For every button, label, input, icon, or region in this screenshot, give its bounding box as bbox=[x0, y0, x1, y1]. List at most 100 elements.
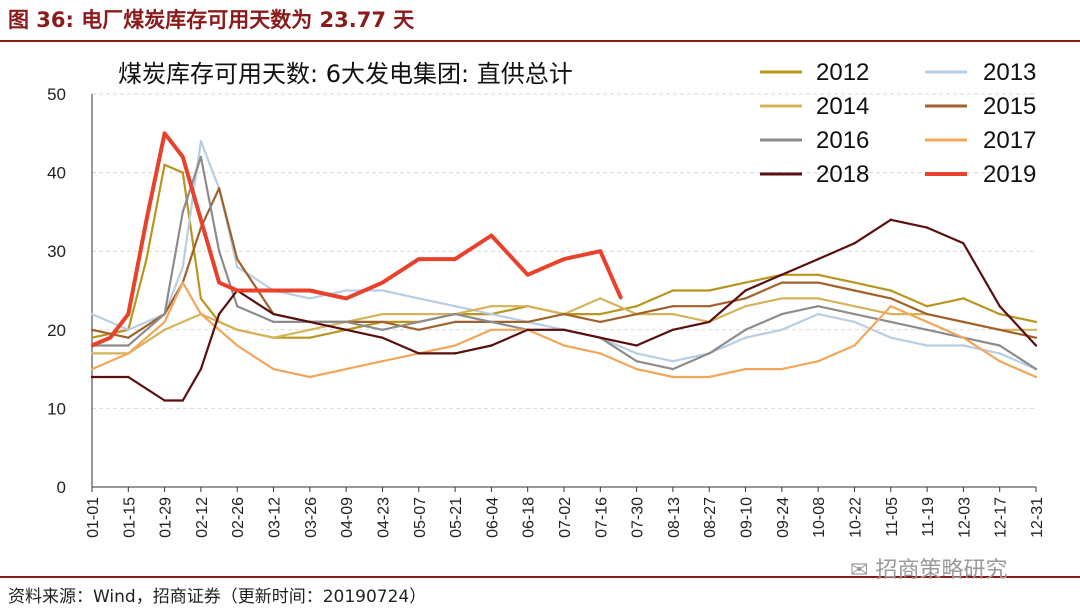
data-point-2013 bbox=[308, 297, 312, 300]
data-point-2012 bbox=[90, 336, 94, 339]
data-point-2018 bbox=[490, 344, 493, 347]
data-point-2015 bbox=[998, 328, 1001, 331]
x-tick-label: 02-26 bbox=[230, 497, 247, 538]
data-point-2016 bbox=[236, 305, 239, 308]
x-tick-label: 08-27 bbox=[702, 497, 719, 538]
legend-label-2017: 2017 bbox=[983, 127, 1036, 154]
figure-title: 图 36: 电厂煤炭库存可用天数为 23.77 天 bbox=[8, 8, 415, 32]
data-point-2013 bbox=[181, 265, 184, 269]
data-point-2017 bbox=[599, 352, 602, 355]
data-point-2012 bbox=[962, 297, 965, 300]
data-point-2015 bbox=[962, 320, 965, 324]
data-point-2014 bbox=[381, 312, 384, 316]
data-point-2019 bbox=[217, 281, 221, 284]
x-tick-label: 09-10 bbox=[739, 497, 756, 538]
data-point-2019 bbox=[272, 289, 275, 292]
data-point-2016 bbox=[889, 320, 892, 324]
data-point-2019 bbox=[181, 155, 184, 159]
data-point-2017 bbox=[816, 360, 820, 363]
data-point-2018 bbox=[816, 257, 820, 261]
data-point-2019 bbox=[453, 257, 457, 261]
watermark: ✉ 招商策略研究 bbox=[850, 552, 1007, 584]
series-line-2012 bbox=[91, 163, 1037, 339]
x-tick-label: 06-04 bbox=[484, 497, 501, 538]
data-point-2018 bbox=[381, 336, 384, 339]
data-point-2015 bbox=[671, 305, 675, 308]
data-point-2019 bbox=[127, 312, 130, 316]
data-point-2014 bbox=[599, 297, 602, 300]
data-point-2016 bbox=[272, 320, 275, 324]
x-tick-label: 11-05 bbox=[884, 497, 901, 537]
data-point-2015 bbox=[708, 305, 711, 308]
y-tick-label: 50 bbox=[47, 85, 66, 104]
data-point-2015 bbox=[816, 281, 820, 284]
data-point-2015 bbox=[562, 312, 566, 316]
data-point-2017 bbox=[671, 375, 675, 379]
data-point-2019 bbox=[236, 289, 239, 292]
series-line-2015 bbox=[91, 187, 1037, 339]
data-point-2017 bbox=[925, 320, 929, 324]
data-point-2017 bbox=[199, 312, 203, 316]
data-point-2017 bbox=[635, 367, 638, 371]
x-tick-label: 08-13 bbox=[666, 497, 683, 538]
data-point-2013 bbox=[236, 265, 239, 269]
x-tick-label: 07-30 bbox=[630, 497, 647, 538]
x-tick-label: 09-24 bbox=[775, 497, 792, 538]
y-tick-label: 30 bbox=[47, 242, 66, 261]
data-point-2015 bbox=[635, 312, 638, 316]
series-line-2019 bbox=[91, 131, 623, 348]
data-point-2017 bbox=[381, 360, 384, 363]
data-point-2013 bbox=[962, 344, 965, 347]
x-tick-label: 07-16 bbox=[593, 497, 610, 538]
data-point-2014 bbox=[1034, 328, 1038, 331]
watermark-text: 招商策略研究 bbox=[875, 558, 1008, 583]
data-point-2016 bbox=[816, 305, 820, 308]
data-point-2018 bbox=[635, 344, 638, 347]
data-point-2012 bbox=[889, 289, 892, 292]
data-point-2015 bbox=[780, 281, 784, 284]
data-point-2016 bbox=[453, 312, 457, 316]
data-point-2015 bbox=[127, 336, 130, 339]
data-point-2018 bbox=[90, 375, 94, 379]
data-point-2012 bbox=[181, 171, 184, 174]
data-point-2018 bbox=[889, 218, 892, 221]
data-point-2015 bbox=[217, 187, 221, 190]
data-point-2019 bbox=[490, 234, 493, 237]
data-point-2019 bbox=[417, 257, 420, 261]
data-point-2017 bbox=[744, 367, 747, 371]
data-point-2014 bbox=[163, 328, 166, 331]
x-tick-label: 12-03 bbox=[956, 497, 973, 538]
data-point-2017 bbox=[490, 328, 493, 331]
data-point-2012 bbox=[308, 336, 312, 339]
series-line-2017 bbox=[91, 281, 1037, 379]
x-tick-label: 03-12 bbox=[267, 497, 284, 538]
data-point-2017 bbox=[236, 344, 239, 347]
data-point-2018 bbox=[127, 375, 130, 379]
data-point-2012 bbox=[816, 273, 820, 276]
data-point-2013 bbox=[490, 312, 493, 316]
chart-title: 煤炭库存可用天数: 6大发电集团: 直供总计 bbox=[118, 60, 573, 88]
data-point-2018 bbox=[599, 336, 602, 339]
data-point-2017 bbox=[308, 375, 312, 379]
data-point-2016 bbox=[127, 344, 130, 347]
data-point-2013 bbox=[199, 139, 203, 143]
wechat-icon: ✉ bbox=[850, 558, 869, 583]
x-tick-label: 04-23 bbox=[375, 497, 392, 538]
data-point-2018 bbox=[526, 328, 529, 331]
data-point-2015 bbox=[236, 257, 239, 261]
data-point-2013 bbox=[381, 289, 384, 292]
data-point-2017 bbox=[708, 375, 711, 379]
data-point-2017 bbox=[962, 336, 965, 339]
data-point-2019 bbox=[163, 132, 166, 135]
data-point-2013 bbox=[744, 336, 747, 339]
data-point-2014 bbox=[780, 297, 784, 300]
source-note: 资料来源：Wind，招商证券（更新时间：20190724） bbox=[8, 587, 427, 607]
data-point-2016 bbox=[635, 360, 638, 363]
legend-label-2014: 2014 bbox=[816, 93, 869, 120]
data-point-2018 bbox=[744, 289, 747, 292]
header-rule bbox=[0, 40, 1080, 42]
data-point-2016 bbox=[344, 320, 348, 324]
data-point-2016 bbox=[708, 352, 711, 355]
data-point-2018 bbox=[671, 328, 675, 331]
data-point-2016 bbox=[217, 250, 221, 253]
